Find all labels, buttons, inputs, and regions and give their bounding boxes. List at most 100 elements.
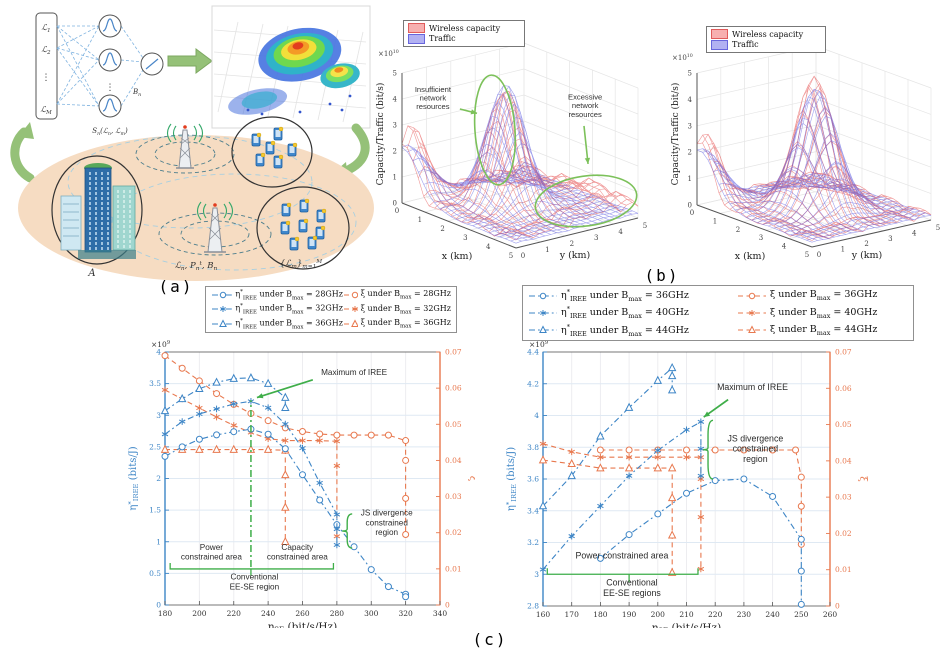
svg-text:5: 5 xyxy=(805,251,809,259)
nn-caption: Sn(ℒn, ℒm) xyxy=(92,127,128,137)
nn-input-dots: ⋮ xyxy=(42,73,51,83)
legend-c-left: η*IREE under Bmax = 28GHz ξ under Bmax = … xyxy=(205,286,457,333)
svg-text:0: 0 xyxy=(817,251,821,259)
y-axis-label-left: η*IREE (bits/J) xyxy=(127,446,140,510)
svg-text:260: 260 xyxy=(295,609,310,618)
nn-output-node xyxy=(140,52,164,76)
svg-text:5: 5 xyxy=(688,70,692,78)
svg-text:170: 170 xyxy=(565,610,580,619)
mobile-device-icon xyxy=(298,218,309,233)
user-cluster-2 xyxy=(256,186,350,270)
z-axis-label: Capacity/Traffic (bit/s) xyxy=(670,83,681,186)
caption-b: (b) xyxy=(644,266,680,285)
mobile-device-icon xyxy=(273,154,284,169)
legend-item: ξ under Bmax = 44GHz xyxy=(737,323,908,338)
mobile-device-icon xyxy=(307,235,318,250)
legend-item: ξ under Bmax = 32GHz xyxy=(343,303,451,315)
y-axis-exponent: ×109 xyxy=(151,340,170,349)
mobile-device-icon xyxy=(315,225,326,240)
svg-text:0.02: 0.02 xyxy=(835,529,852,538)
svg-text:Maximum of IREE: Maximum of IREE xyxy=(717,382,788,392)
svg-text:4.4: 4.4 xyxy=(527,348,539,357)
legend-glyph-circle xyxy=(212,291,233,299)
surface-wireless-capacity xyxy=(401,90,639,241)
nn-connections xyxy=(56,25,144,107)
legend-glyph-triangle xyxy=(344,319,358,327)
svg-text:3.2: 3.2 xyxy=(527,538,539,547)
surface-traffic xyxy=(696,88,932,243)
nn-input-2: ℒ2 xyxy=(41,45,51,56)
area-label: A xyxy=(87,268,95,279)
legend-glyph-triangle xyxy=(212,319,233,327)
svg-text:2: 2 xyxy=(736,226,740,234)
legend-glyph-asterisk xyxy=(738,309,766,316)
legend-item: Wireless capacity xyxy=(408,23,520,34)
svg-text:1.5: 1.5 xyxy=(149,506,161,515)
svg-text:4: 4 xyxy=(688,96,693,104)
legend-glyph-circle xyxy=(738,292,766,299)
svg-text:4: 4 xyxy=(486,243,491,251)
svg-text:200: 200 xyxy=(192,609,207,618)
chart-c-left: η*IREE under Bmax = 28GHz ξ under Bmax = … xyxy=(55,284,475,628)
svg-text:0: 0 xyxy=(395,207,399,215)
x-axis-label: x (km) xyxy=(442,251,473,262)
svg-text:0.07: 0.07 xyxy=(835,348,852,357)
legend-item: ξ under Bmax = 36GHz xyxy=(737,288,908,303)
nn-input-box xyxy=(35,12,58,120)
mobile-device-icon xyxy=(255,152,266,167)
legend-item: η*IREE under Bmax = 40GHz xyxy=(528,305,737,321)
legend-swatch xyxy=(408,23,425,34)
svg-text:2: 2 xyxy=(570,240,574,248)
legend-c-right: η*IREE under Bmax = 36GHz ξ under Bmax = … xyxy=(522,285,914,341)
svg-text:3: 3 xyxy=(393,122,397,130)
svg-text:3: 3 xyxy=(463,234,467,242)
svg-text:1: 1 xyxy=(156,537,161,546)
svg-text:300: 300 xyxy=(364,609,379,618)
svg-text:3: 3 xyxy=(888,235,892,243)
base-station-icon xyxy=(166,123,204,169)
y-axis-label-right: ξ xyxy=(467,476,475,482)
svg-text:3: 3 xyxy=(156,411,161,420)
caption-c: (c) xyxy=(472,630,508,649)
svg-text:200: 200 xyxy=(651,610,666,619)
legend-glyph-circle xyxy=(344,291,358,299)
svg-text:0.03: 0.03 xyxy=(835,493,852,502)
svg-text:⋮: ⋮ xyxy=(106,83,115,93)
series-xi-36GHz xyxy=(160,444,290,546)
legend-item: η*IREE under Bmax = 28GHz xyxy=(211,289,343,301)
svg-text:3: 3 xyxy=(594,234,598,242)
svg-text:0.02: 0.02 xyxy=(445,528,462,537)
x-axis-label: ηSE (bit/s/Hz) xyxy=(652,622,721,628)
nn-input-M: ℒM xyxy=(40,105,52,116)
svg-text:0: 0 xyxy=(156,601,161,610)
legend-b-left: Wireless capacity Traffic xyxy=(403,20,525,47)
svg-text:0: 0 xyxy=(445,601,450,610)
series-eta-IREE-28GHz xyxy=(161,425,410,601)
legend-glyph-asterisk xyxy=(344,306,358,313)
svg-text:4: 4 xyxy=(912,229,917,237)
mobile-device-icon xyxy=(251,132,262,147)
svg-text:2: 2 xyxy=(393,148,397,156)
nn-hidden-nodes: ⋮ xyxy=(98,14,122,118)
svg-text:2: 2 xyxy=(440,225,444,233)
svg-text:0.01: 0.01 xyxy=(445,564,462,573)
y-axis-label: y (km) xyxy=(559,250,591,261)
svg-text:0.5: 0.5 xyxy=(149,569,161,578)
x-axis-label: x (km) xyxy=(735,251,766,262)
mobile-device-icon xyxy=(299,198,310,213)
svg-text:5: 5 xyxy=(509,252,513,260)
user-cluster-1 xyxy=(231,116,313,188)
network-scene: A ℒn, Pnt, Bn {ℒm}m=1M xyxy=(18,116,374,281)
svg-text:230: 230 xyxy=(737,610,752,619)
svg-text:4: 4 xyxy=(782,243,787,251)
svg-text:3.6: 3.6 xyxy=(527,475,539,484)
legend-item: η*IREE under Bmax = 36GHz xyxy=(211,318,343,330)
svg-text:240: 240 xyxy=(261,609,276,618)
svg-text:190: 190 xyxy=(622,610,637,619)
